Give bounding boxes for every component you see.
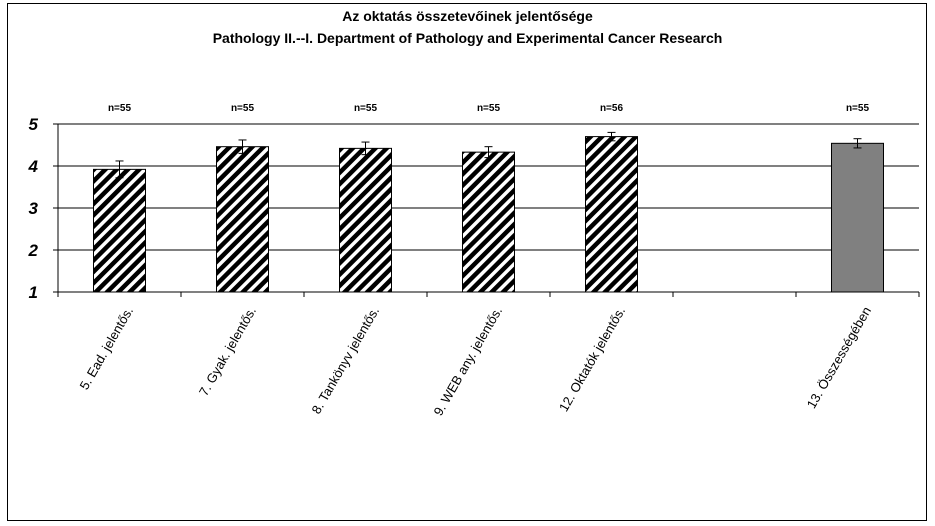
bar bbox=[831, 142, 884, 293]
chart-subtitle: Pathology II.--I. Department of Patholog… bbox=[212, 30, 723, 46]
bar bbox=[216, 146, 269, 293]
y-tick-label: 5 bbox=[29, 115, 39, 134]
n-label: n=56 bbox=[600, 103, 624, 114]
category-label: 13. Összességében bbox=[804, 304, 874, 411]
y-tick-label: 1 bbox=[29, 283, 38, 302]
y-tick-label: 2 bbox=[28, 241, 39, 260]
bar bbox=[462, 151, 515, 293]
category-label: 7. Gyak. jelentős. bbox=[196, 304, 259, 398]
bar bbox=[585, 136, 638, 293]
category-label: 8. Tankönyv jelentős. bbox=[309, 304, 383, 416]
bar bbox=[93, 168, 146, 293]
category-label: 5. Ead. jelentős. bbox=[76, 304, 136, 392]
n-label: n=55 bbox=[846, 103, 870, 114]
n-label: n=55 bbox=[231, 103, 255, 114]
y-tick-label: 4 bbox=[28, 157, 39, 176]
bar bbox=[339, 147, 392, 293]
category-label: 9. WEB any. jelentős. bbox=[430, 304, 505, 418]
category-label: 12. Oktatók jelentős. bbox=[556, 304, 628, 414]
chart-title: Az oktatás összetevőinek jelentősége bbox=[342, 8, 593, 24]
n-label: n=55 bbox=[108, 103, 132, 114]
y-tick-label: 3 bbox=[29, 199, 39, 218]
n-label: n=55 bbox=[477, 103, 501, 114]
n-label: n=55 bbox=[354, 103, 378, 114]
